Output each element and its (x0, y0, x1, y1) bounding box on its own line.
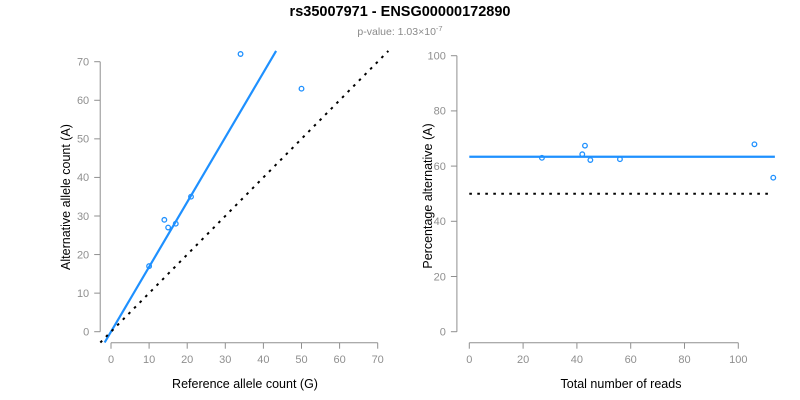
left-plot: 0 10 20 30 40 50 60 70 0 10 20 30 40 50 60 70 (77, 50, 390, 366)
y-tick-label: 70 (77, 57, 89, 69)
data-point (298, 85, 305, 92)
y-tick-label: 40 (434, 216, 446, 228)
x-tick-label: 80 (678, 354, 690, 366)
y-tick-label: 60 (77, 95, 89, 107)
y-tick-label: 0 (440, 327, 446, 339)
y-tick-label: 100 (428, 51, 446, 63)
y-tick-label: 80 (434, 106, 446, 118)
data-point (172, 220, 179, 227)
data-point (582, 142, 588, 149)
y-tick-label: 30 (77, 211, 89, 223)
y-tick-label: 50 (77, 134, 89, 146)
data-point (237, 51, 244, 57)
x-tick-label: 0 (108, 354, 114, 366)
left-yaxis-title: Alternative allele count (A) (59, 124, 73, 270)
x-tick-label: 30 (219, 354, 231, 366)
data-point (587, 157, 594, 163)
x-tick-label: 50 (295, 354, 307, 366)
x-tick-label: 40 (257, 354, 269, 366)
x-tick-label: 70 (372, 354, 384, 366)
data-point (538, 154, 545, 161)
data-point (165, 224, 172, 231)
y-tick-label: 10 (77, 288, 89, 300)
y-tick-label: 20 (434, 271, 446, 283)
x-tick-label: 10 (143, 354, 155, 366)
identity-line (99, 50, 390, 344)
data-point (770, 174, 777, 181)
page-title: rs35007971 - ENSG00000172890 (289, 4, 511, 20)
pvalue-exponent: -7 (435, 24, 443, 33)
data-point (146, 263, 153, 270)
left-xaxis-title: Reference allele count (G) (172, 377, 318, 391)
data-point (751, 141, 758, 148)
right-plot: 0 20 40 60 80 100 0 20 40 60 80 100 (428, 51, 777, 366)
x-tick-label: 100 (729, 354, 747, 366)
data-point (188, 193, 194, 200)
pvalue-text: p-value: 1.03×10 (357, 26, 436, 38)
y-tick-label: 60 (434, 161, 446, 173)
y-tick-label: 20 (77, 249, 89, 261)
x-tick-label: 0 (466, 354, 472, 366)
data-point (616, 156, 623, 163)
x-tick-label: 40 (571, 354, 583, 366)
fit-line (103, 50, 278, 344)
right-yaxis-title: Percentage alternative (A) (421, 123, 435, 269)
x-tick-label: 60 (625, 354, 637, 366)
right-xaxis-title: Total number of reads (560, 377, 682, 391)
y-tick-label: 40 (77, 172, 89, 184)
x-tick-label: 20 (181, 354, 193, 366)
data-point (579, 151, 586, 158)
data-point (161, 216, 168, 223)
x-tick-label: 60 (333, 354, 345, 366)
x-tick-label: 20 (517, 354, 529, 366)
y-tick-label: 0 (83, 327, 89, 339)
pvalue-subtitle: p-value: 1.03×10-7 (0, 24, 800, 38)
